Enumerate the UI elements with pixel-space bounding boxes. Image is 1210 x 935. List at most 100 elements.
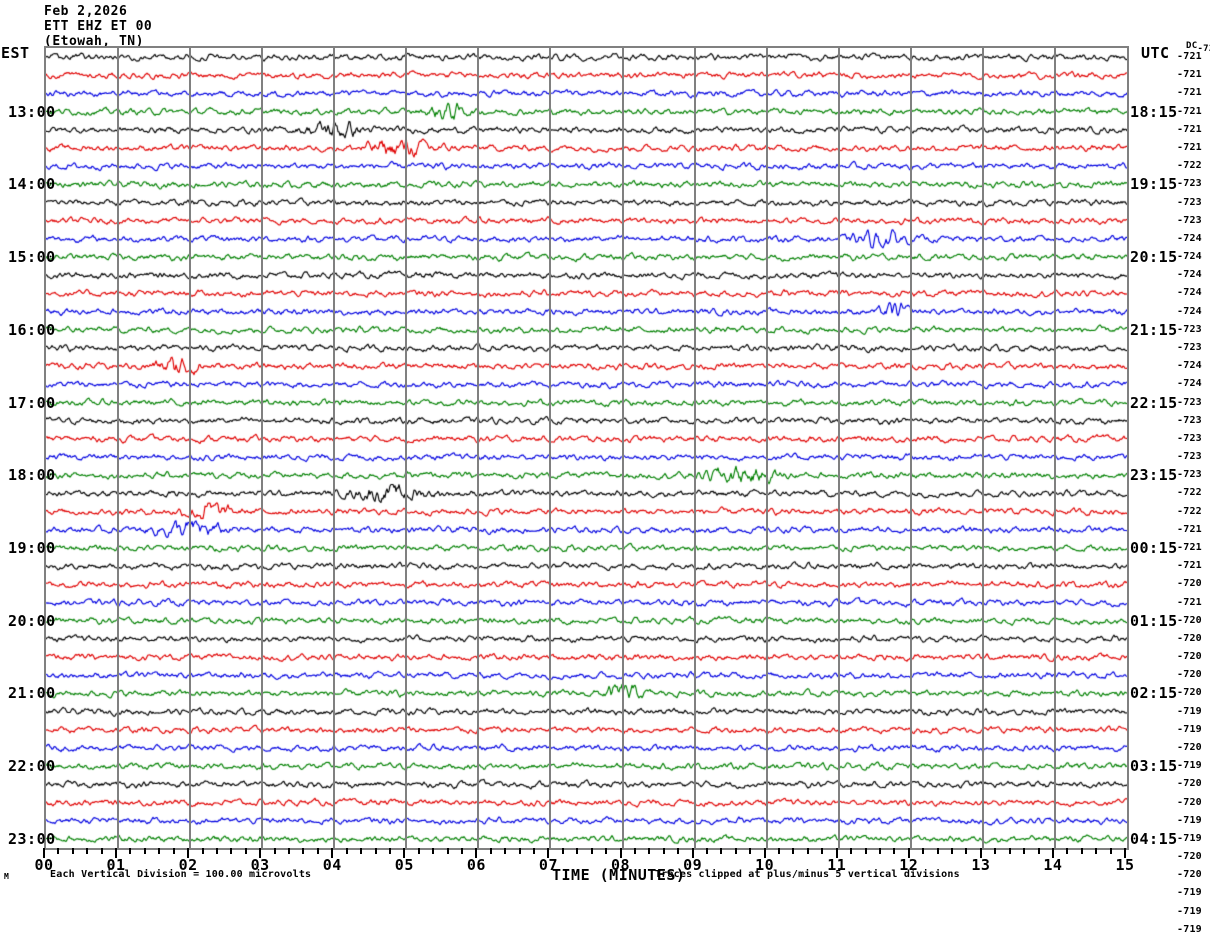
left-hour-label: 18:00	[8, 466, 56, 485]
x-tick-major	[1124, 848, 1126, 858]
left-hour-label: 17:00	[8, 393, 56, 412]
right-hour-label: 02:15	[1130, 684, 1178, 703]
dc-value: -723	[1177, 396, 1202, 408]
x-tick-label: 09	[683, 856, 703, 874]
helicorder-page: Feb 2,2026 ETT EHZ ET 00 (Etowah, TN) ES…	[1, 4, 1210, 935]
dc-value: -719	[1177, 814, 1202, 826]
x-tick-label: 15	[1115, 856, 1135, 874]
x-tick-minor	[158, 848, 161, 854]
x-tick-minor	[143, 848, 146, 854]
x-tick-minor	[71, 848, 74, 854]
helicorder-plot[interactable]	[44, 46, 1129, 850]
dc-value: -723	[1177, 196, 1202, 208]
x-tick-label: 02	[178, 856, 198, 874]
left-hour-label: 19:00	[8, 539, 56, 557]
right-hour-label: 18:15	[1130, 102, 1178, 121]
x-tick-minor	[316, 848, 319, 854]
minute-gridline	[909, 48, 912, 848]
dc-value: -720	[1177, 869, 1202, 881]
left-hour-label: 13:00	[8, 102, 56, 121]
dc-value: -720	[1177, 669, 1202, 681]
right-hour-label: 04:15	[1130, 829, 1178, 848]
dc-value: -719	[1177, 832, 1202, 844]
x-tick-label: 14	[1043, 856, 1063, 874]
x-tick-label: 12	[899, 856, 919, 874]
minute-gridline	[837, 48, 840, 848]
dc-value: -721	[1177, 69, 1202, 81]
right-hour-label: 21:15	[1130, 320, 1178, 339]
minute-gridline	[333, 48, 336, 848]
x-tick-minor	[57, 848, 60, 854]
x-tick-label: 10	[755, 856, 775, 874]
dc-value: -720	[1177, 778, 1202, 790]
dc-value: -724	[1177, 251, 1202, 263]
left-hour-label: 22:00	[8, 757, 56, 776]
x-tick-minor	[533, 848, 536, 854]
x-tick-minor	[302, 848, 305, 854]
x-tick-label: 11	[827, 856, 847, 874]
left-timezone-label: EST	[1, 44, 30, 62]
dc-value: -721	[1177, 560, 1202, 572]
x-tick-major	[907, 848, 910, 858]
dc-value: -719	[1177, 705, 1202, 717]
x-tick-minor	[878, 848, 881, 854]
dc-value: -724	[1177, 232, 1202, 244]
x-tick-minor	[806, 848, 809, 854]
x-tick-label: 04	[322, 856, 342, 874]
x-tick-minor	[734, 848, 737, 854]
x-tick-minor	[86, 848, 89, 854]
x-tick-minor	[662, 848, 665, 854]
x-tick-minor	[100, 848, 103, 854]
dc-value: -719	[1177, 723, 1202, 735]
header-date: Feb 2,2026	[44, 4, 128, 19]
x-tick-major	[115, 848, 118, 858]
minute-gridline	[981, 48, 984, 848]
dc-value: -723	[1177, 323, 1202, 335]
x-tick-minor	[778, 848, 781, 854]
dc-value: -721	[1177, 542, 1202, 553]
dc-value: -720	[1177, 742, 1202, 753]
minute-gridline	[549, 48, 552, 848]
x-tick-minor	[994, 848, 997, 854]
x-tick-minor	[792, 848, 795, 854]
left-hour-label: 15:00	[8, 248, 56, 267]
left-hour-label: 16:00	[8, 320, 56, 339]
x-tick-label: 07	[538, 856, 558, 874]
dc-value: -721	[1177, 596, 1202, 608]
x-tick-minor	[965, 848, 968, 854]
x-tick-major	[259, 848, 262, 858]
dc-value: -720	[1177, 851, 1202, 863]
x-tick-major	[1051, 848, 1054, 858]
dc-value: -719	[1177, 887, 1202, 899]
x-tick-minor	[749, 848, 752, 854]
x-tick-major	[187, 848, 190, 858]
x-tick-minor	[850, 848, 853, 854]
dc-value: -720	[1177, 614, 1202, 626]
dc-value: -721	[1177, 123, 1202, 135]
x-tick-minor	[172, 848, 175, 854]
minute-gridline	[693, 48, 696, 848]
x-axis-title: TIME (MINUTES)	[552, 866, 686, 884]
x-axis-ticks	[43, 848, 1126, 858]
dc-value: -720	[1177, 796, 1202, 808]
dc-value: -722	[1177, 487, 1202, 499]
right-hour-label: 22:15	[1130, 393, 1178, 412]
minute-gridline	[189, 48, 192, 848]
x-tick-minor	[215, 848, 218, 854]
x-tick-minor	[273, 848, 276, 854]
x-tick-minor	[1080, 848, 1083, 854]
x-tick-major	[979, 848, 982, 858]
x-tick-label: 06	[466, 856, 486, 874]
x-tick-minor	[345, 848, 348, 854]
x-tick-minor	[1109, 848, 1112, 854]
x-tick-major	[835, 848, 838, 858]
dc-value: -721	[1177, 87, 1202, 99]
minute-gridline	[765, 48, 768, 848]
minute-gridline	[117, 48, 120, 848]
x-tick-minor	[1037, 848, 1040, 854]
x-tick-major	[691, 848, 694, 858]
right-hour-label: 03:15	[1130, 757, 1178, 776]
x-tick-minor	[922, 848, 925, 854]
dc-value: -722	[1177, 505, 1202, 517]
dc-value: -723	[1177, 469, 1202, 481]
